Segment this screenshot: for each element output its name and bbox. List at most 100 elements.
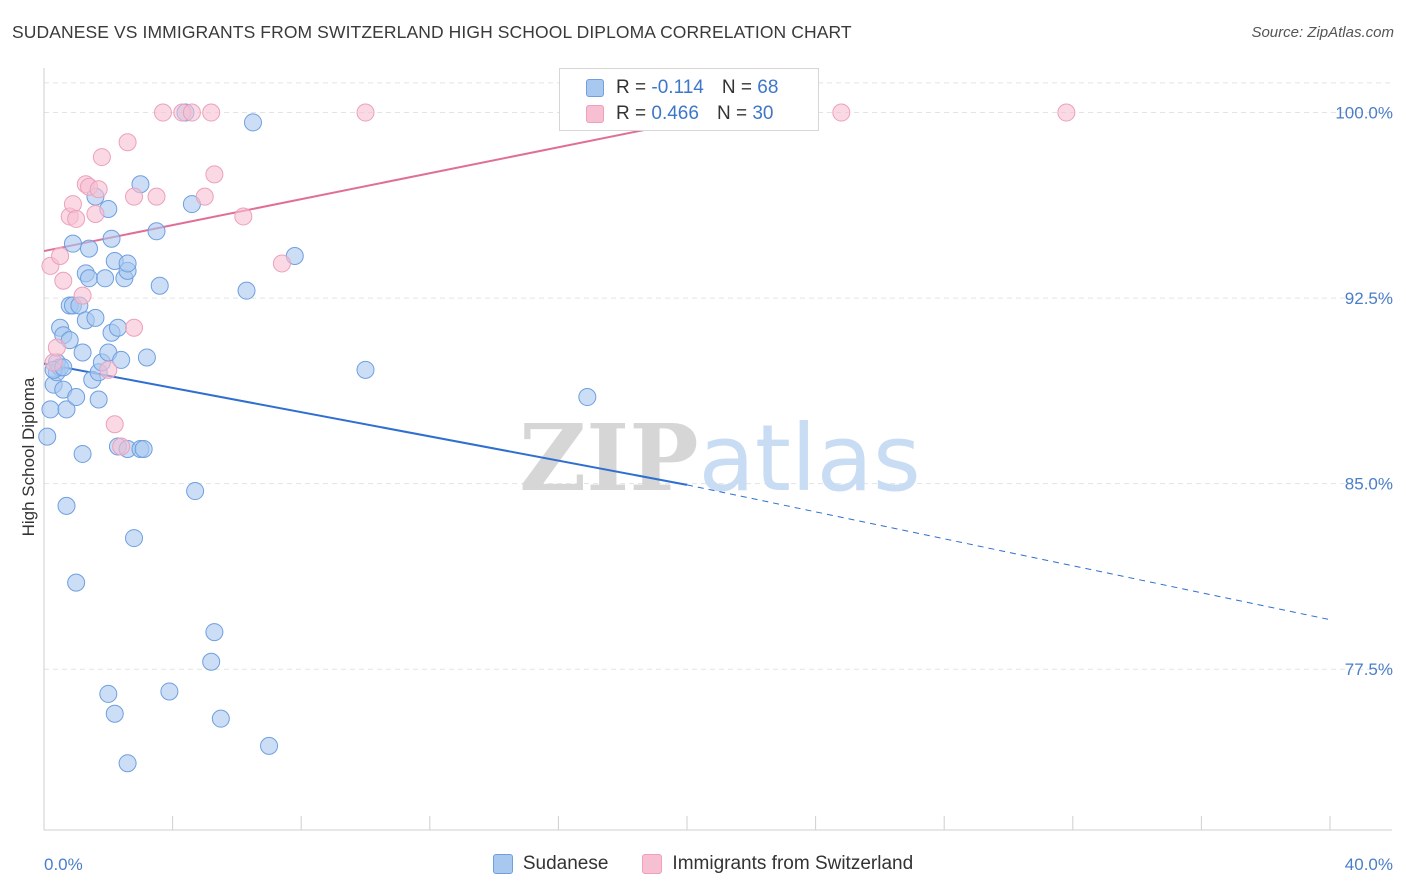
- switzerland-point: [67, 209, 86, 228]
- legend-swatch-sudanese: [586, 79, 604, 97]
- legend-r-label: R =: [616, 103, 647, 124]
- sudanese-point: [41, 400, 60, 419]
- trend-layer: [43, 104, 1331, 621]
- axes-layer: [43, 68, 1392, 831]
- switzerland-point: [54, 271, 73, 290]
- legend-swatch-switzerland: [642, 854, 663, 874]
- sudanese-point: [80, 269, 99, 288]
- sudanese-point: [67, 388, 86, 407]
- sudanese-point: [211, 709, 230, 728]
- switzerland-point: [153, 103, 172, 122]
- switzerland-point: [125, 187, 144, 206]
- switzerland-point: [202, 103, 221, 122]
- sudanese-point: [99, 684, 118, 703]
- switzerland-point: [147, 187, 166, 206]
- legend-n-label: N =: [721, 77, 752, 98]
- watermark: ZIPatlas: [519, 404, 921, 512]
- switzerland-point: [1057, 103, 1076, 122]
- legend-item-sudanese[interactable]: Sudanese: [492, 853, 609, 875]
- sudanese-point: [57, 496, 76, 515]
- sudanese-point: [63, 234, 82, 253]
- switzerland-point: [205, 165, 224, 184]
- sudanese-point: [243, 113, 262, 132]
- switzerland-point: [47, 338, 66, 357]
- legend-item-switzerland[interactable]: Immigrants from Switzerland: [642, 853, 913, 875]
- y-tick-label: 85.0%: [1345, 475, 1393, 494]
- switzerland-point: [89, 180, 108, 199]
- sudanese-point: [118, 254, 137, 273]
- switzerland-point: [272, 254, 291, 273]
- sudanese-point: [102, 229, 121, 248]
- switzerland-point: [118, 133, 137, 152]
- legend-r-value: -0.114: [651, 77, 704, 98]
- y-axis-label: High School Diploma: [19, 377, 38, 536]
- switzerland-point: [195, 187, 214, 206]
- sudanese-point: [67, 573, 86, 592]
- legend-row-switzerland: R = 0.466 N = 30: [586, 101, 773, 127]
- switzerland-point: [51, 247, 70, 266]
- source-label: Source: ZipAtlas.com: [1251, 24, 1394, 41]
- sudanese-point: [134, 440, 153, 458]
- switzerland-point: [832, 103, 851, 122]
- y-tick-label: 77.5%: [1345, 660, 1393, 679]
- sudanese-point: [80, 239, 99, 258]
- sudanese-point: [237, 281, 256, 300]
- switzerland-point: [73, 286, 92, 305]
- sudanese-point: [137, 348, 156, 367]
- legend-n-label: N =: [716, 103, 748, 124]
- sudanese-point: [356, 360, 375, 379]
- switzerland-point: [44, 353, 63, 372]
- sudanese-point: [160, 682, 179, 701]
- y-tick-label: 92.5%: [1345, 289, 1393, 308]
- switzerland-point: [112, 437, 131, 456]
- switzerland-point: [356, 103, 375, 122]
- sudanese-point: [73, 343, 92, 362]
- y-tick-label: 100.0%: [1335, 104, 1393, 123]
- legend-n-value: 30: [752, 103, 774, 124]
- legend-swatch-switzerland: [586, 105, 604, 123]
- legend-label-switzerland: Immigrants from Switzerland: [672, 853, 914, 874]
- legend-label-sudanese: Sudanese: [522, 853, 609, 874]
- sudanese-point: [186, 482, 205, 501]
- switzerland-point: [105, 415, 124, 434]
- tick-labels: 77.5% 85.0% 92.5% 100.0% 0.0% 40.0%: [44, 104, 1393, 874]
- switzerland-point: [125, 318, 144, 337]
- sudanese-point: [578, 388, 597, 407]
- x-tick-label-max: 40.0%: [1345, 855, 1393, 874]
- switzerland-point: [234, 207, 253, 226]
- sudanese-point: [150, 276, 169, 295]
- series-legend: Sudanese Immigrants from Switzerland: [0, 851, 1406, 877]
- legend-swatch-sudanese: [492, 854, 513, 874]
- sudanese-point: [118, 754, 137, 773]
- switzerland-point: [63, 195, 82, 214]
- switzerland-point: [86, 204, 105, 223]
- sudanese-point: [89, 390, 108, 409]
- stats-legend: R = -0.114 N = 68 R = 0.466 N = 30: [559, 68, 819, 131]
- switzerland-point: [182, 103, 201, 122]
- sudanese-point: [57, 400, 76, 419]
- legend-row-sudanese: R = -0.114 N = 68: [586, 75, 778, 101]
- sudanese-point: [125, 529, 144, 548]
- legend-n-value: 68: [757, 77, 779, 98]
- sudanese-point: [108, 318, 127, 337]
- switzerland-point: [99, 360, 118, 379]
- sudanese-point: [73, 444, 92, 463]
- switzerland-point: [92, 148, 111, 167]
- sudanese-point: [96, 269, 115, 288]
- legend-r-label: R =: [616, 77, 647, 98]
- grid-layer: [44, 82, 1392, 670]
- points-layer: [38, 103, 1076, 773]
- sudanese-point: [86, 308, 105, 327]
- sudanese-point: [202, 652, 221, 671]
- sudanese-point: [260, 736, 279, 755]
- sudanese-trend-line: [43, 362, 688, 486]
- legend-r-value: 0.466: [651, 103, 699, 124]
- x-tick-label-min: 0.0%: [44, 855, 83, 874]
- sudanese-point: [147, 222, 166, 241]
- sudanese-point: [105, 704, 124, 723]
- sudanese-point: [205, 623, 224, 642]
- chart-title: SUDANESE VS IMMIGRANTS FROM SWITZERLAND …: [12, 22, 852, 42]
- sudanese-point: [112, 350, 131, 369]
- sudanese-point: [38, 427, 57, 446]
